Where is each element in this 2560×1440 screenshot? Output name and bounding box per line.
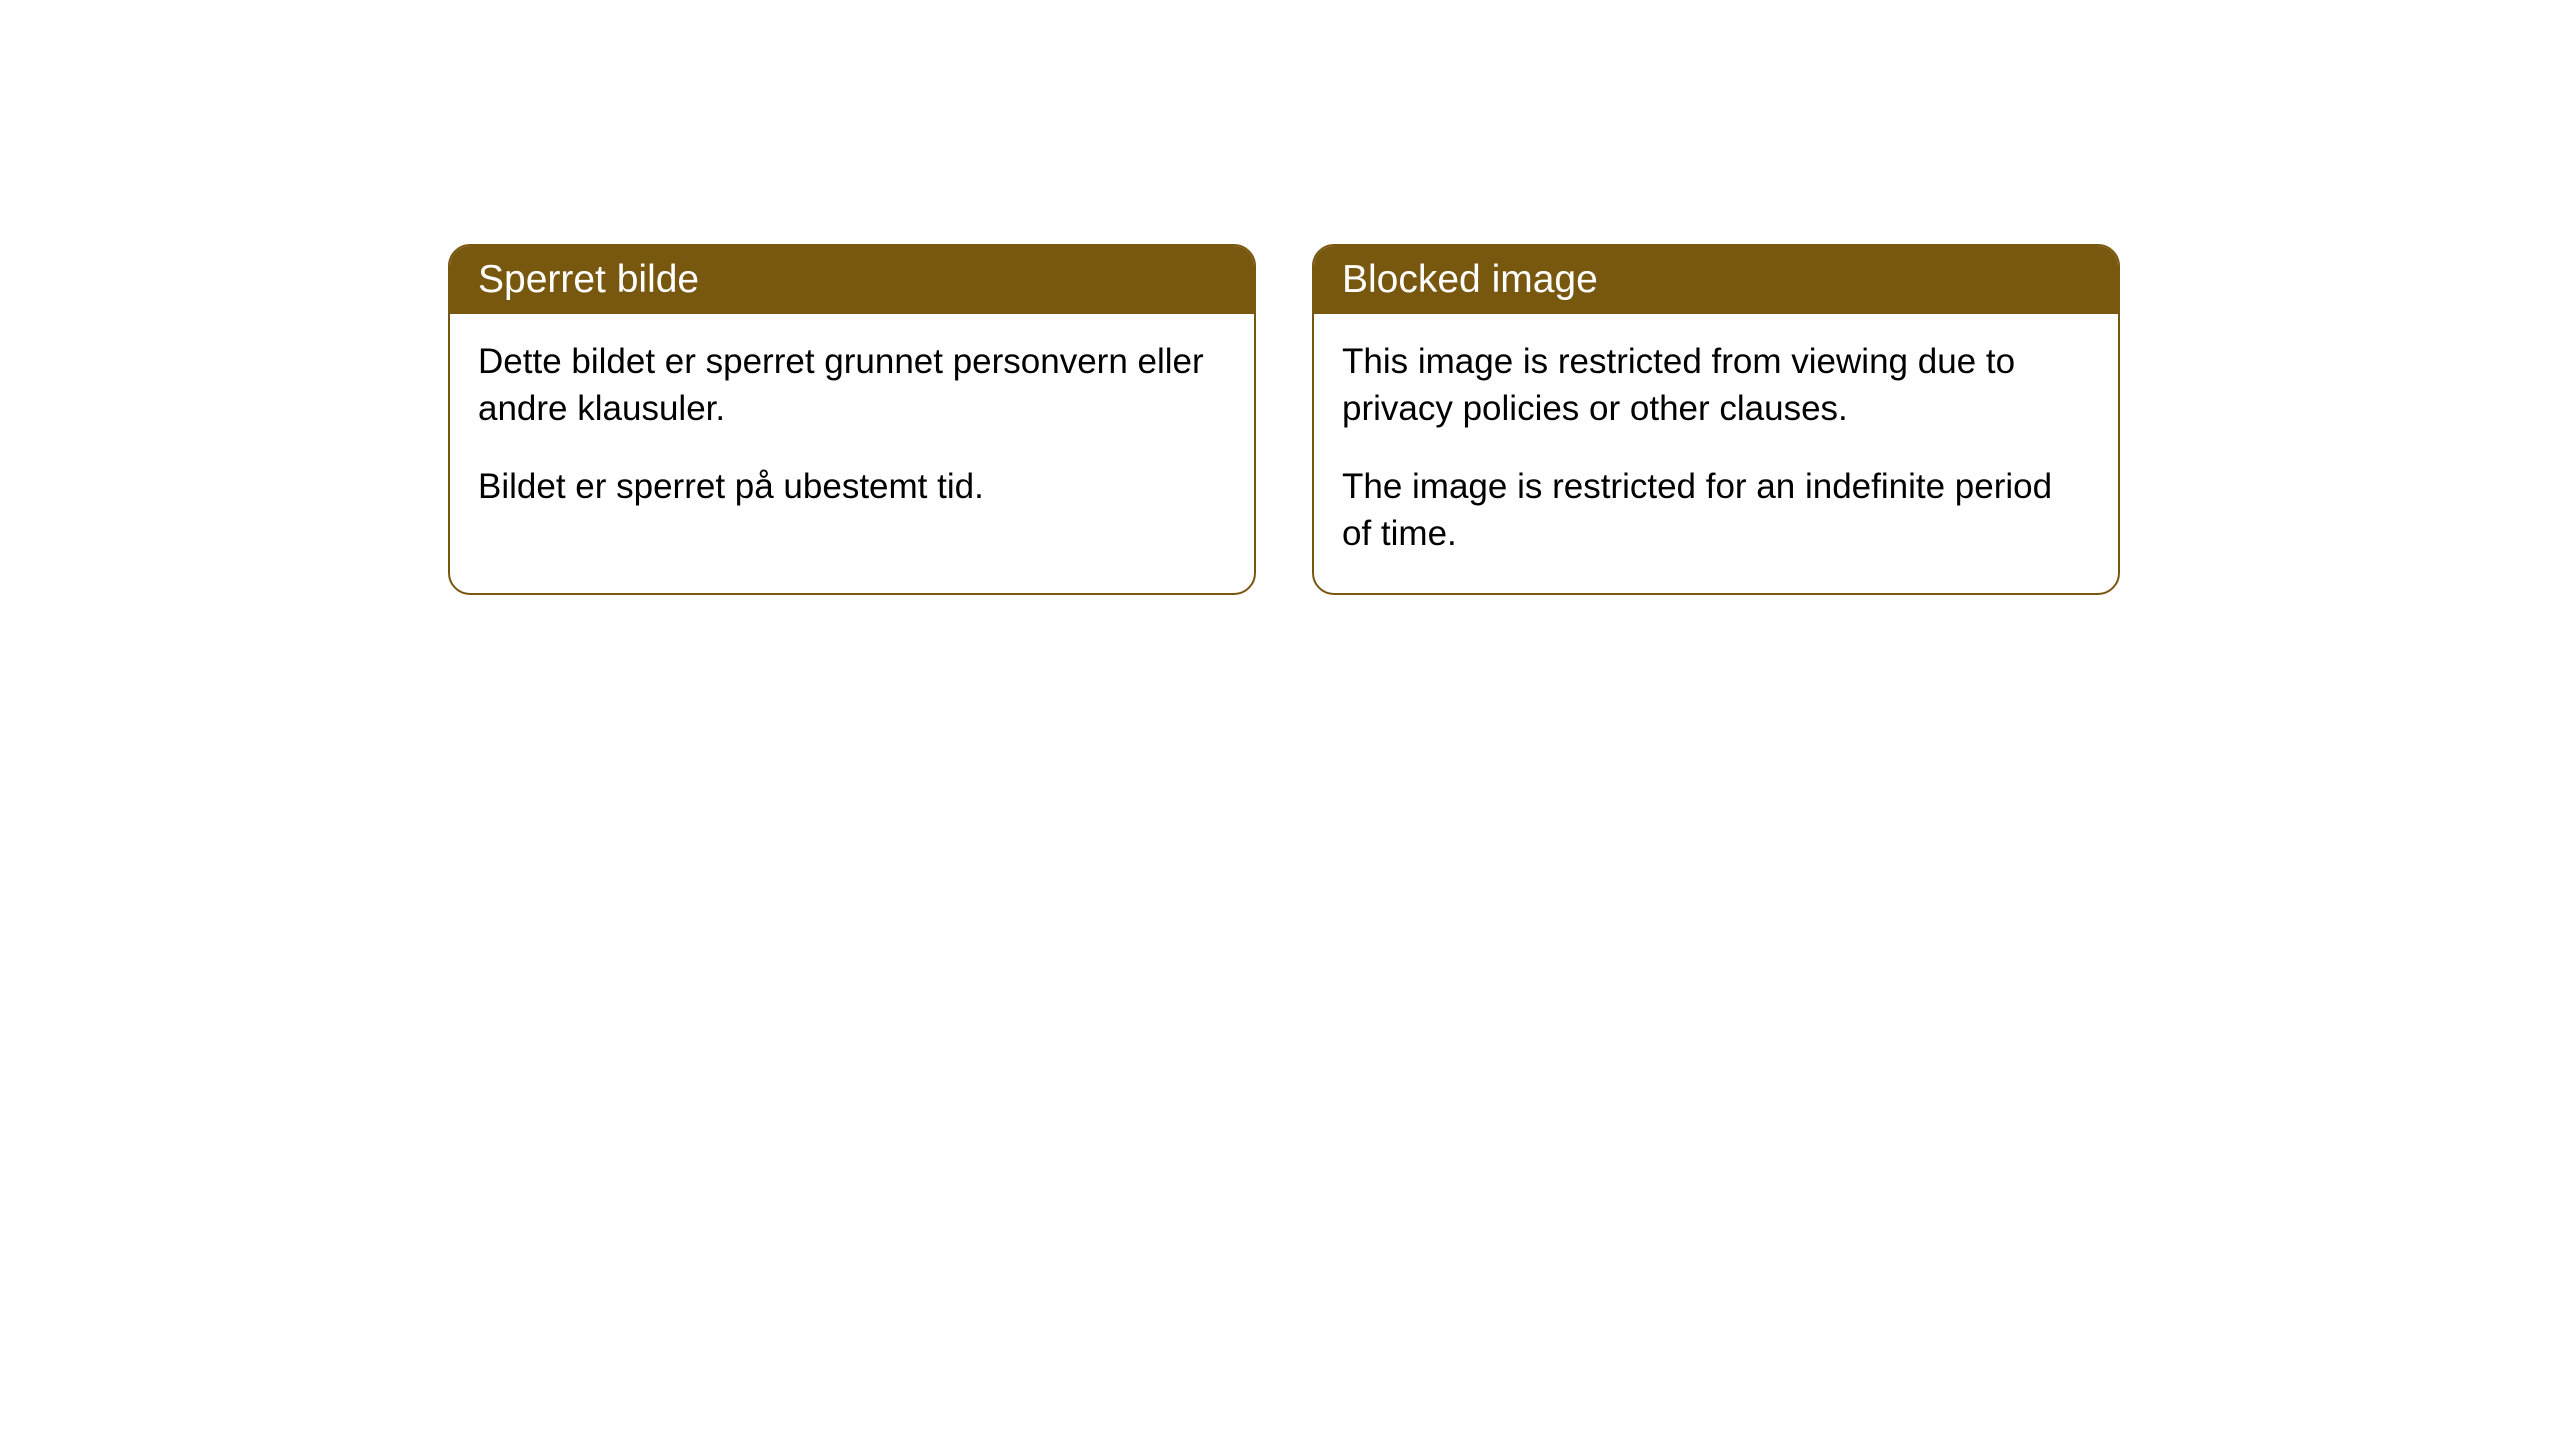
notice-container: Sperret bilde Dette bildet er sperret gr… xyxy=(0,0,2560,595)
card-title: Sperret bilde xyxy=(478,258,699,301)
card-paragraph: Dette bildet er sperret grunnet personve… xyxy=(478,338,1226,433)
card-paragraph: Bildet er sperret på ubestemt tid. xyxy=(478,463,1226,510)
card-paragraph: The image is restricted for an indefinit… xyxy=(1342,463,2090,558)
card-title: Blocked image xyxy=(1342,258,1598,301)
notice-card-english: Blocked image This image is restricted f… xyxy=(1312,244,2120,595)
notice-card-norwegian: Sperret bilde Dette bildet er sperret gr… xyxy=(448,244,1256,595)
card-header: Sperret bilde xyxy=(450,246,1254,314)
card-body: This image is restricted from viewing du… xyxy=(1314,314,2118,593)
card-body: Dette bildet er sperret grunnet personve… xyxy=(450,314,1254,546)
card-paragraph: This image is restricted from viewing du… xyxy=(1342,338,2090,433)
card-header: Blocked image xyxy=(1314,246,2118,314)
